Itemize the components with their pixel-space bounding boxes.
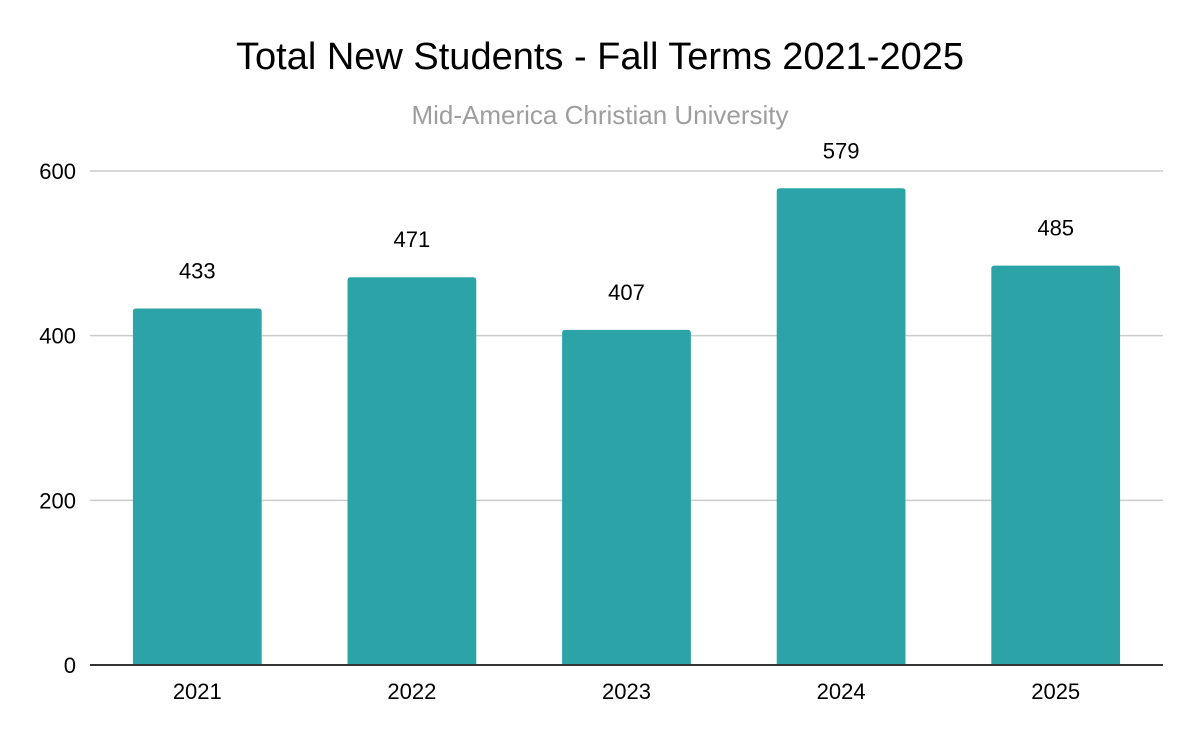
data-label-2024: 579 (823, 138, 860, 163)
bar-2025 (991, 265, 1121, 665)
data-label-2025: 485 (1037, 216, 1074, 241)
bar-2023 (562, 329, 691, 665)
y-tick-label: 0 (64, 653, 76, 678)
x-tick-label-2021: 2021 (173, 679, 222, 704)
x-tick-label-2025: 2025 (1031, 679, 1080, 704)
bar-2022 (347, 277, 477, 665)
data-label-2022: 471 (394, 227, 431, 252)
data-labels: 433 471 407 579 485 (179, 138, 1074, 305)
x-axis-ticks: 2021 2022 2023 2024 2025 (173, 679, 1080, 704)
bars (132, 188, 1121, 666)
chart-title: Total New Students - Fall Terms 2021-202… (236, 36, 964, 78)
x-tick-label-2023: 2023 (602, 679, 651, 704)
x-tick-label-2024: 2024 (817, 679, 866, 704)
bar-2024 (776, 188, 906, 666)
x-tick-label-2022: 2022 (387, 679, 436, 704)
y-tick-label: 400 (39, 324, 76, 349)
y-tick-label: 200 (39, 488, 76, 513)
bar-2021 (132, 308, 262, 665)
data-label-2021: 433 (179, 258, 216, 283)
data-label-2023: 407 (608, 280, 645, 305)
y-axis-ticks: 0 200 400 600 (39, 159, 76, 678)
y-tick-label: 600 (39, 159, 76, 184)
chart-subtitle: Mid-America Christian University (411, 100, 789, 130)
